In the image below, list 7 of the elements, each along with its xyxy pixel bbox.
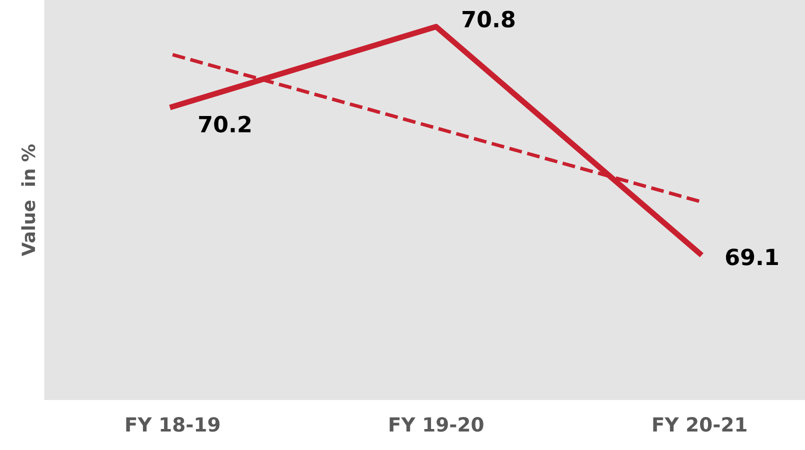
x-tick-label: FY 19-20	[390, 417, 484, 432]
y-axis-title: Value in %	[21, 144, 36, 256]
data-label: 69.1	[726, 248, 778, 266]
data-label: 70.8	[462, 10, 515, 28]
x-tick-label: FY 20-21	[653, 417, 746, 432]
x-tick-label: FY 18-19	[126, 417, 220, 432]
data-label: 70.2	[199, 116, 250, 133]
